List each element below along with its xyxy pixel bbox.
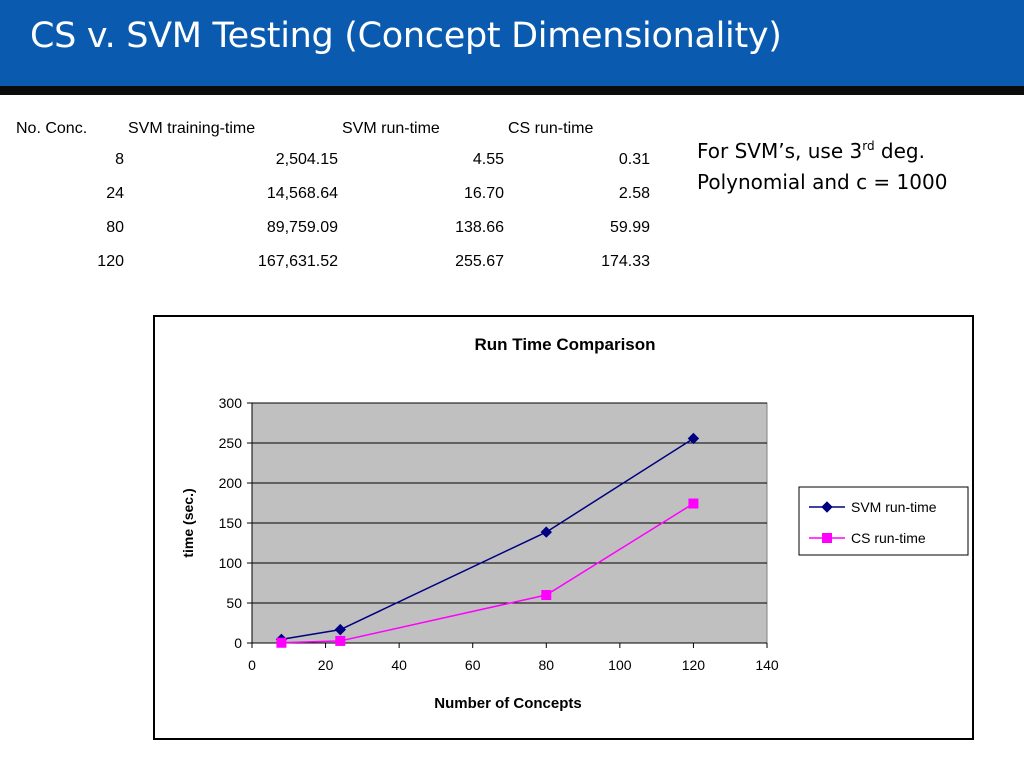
x-tick-label: 80 — [538, 657, 554, 673]
cell-no-conc: 80 — [106, 219, 124, 236]
cell-cs-run-time: 0.31 — [618, 151, 650, 168]
cell-svm-run-time: 4.55 — [472, 151, 504, 168]
y-tick-label: 50 — [226, 595, 242, 611]
cell-cs-run-time: 174.33 — [601, 253, 650, 270]
title-divider — [0, 86, 1024, 95]
note-superscript: rd — [862, 139, 875, 153]
cell-no-conc: 24 — [106, 185, 124, 202]
note-line-1-text: For SVM’s, use 3 — [697, 139, 863, 163]
x-tick-label: 40 — [391, 657, 407, 673]
legend-label-svm-run-time: SVM run-time — [851, 499, 937, 515]
cell-no-conc: 8 — [115, 151, 124, 168]
table-row: 8 2,504.15 4.55 0.31 — [12, 143, 650, 177]
x-tick-label: 120 — [682, 657, 706, 673]
legend-label-cs-run-time: CS run-time — [851, 530, 926, 546]
table-header-row: No. Conc. SVM training-time SVM run-time… — [12, 115, 650, 143]
data-point-cs-run-time — [335, 635, 346, 646]
x-tick-label: 0 — [248, 657, 256, 673]
data-point-cs-run-time — [688, 498, 699, 509]
y-axis-label: time (sec.) — [180, 488, 196, 557]
slide-title: CS v. SVM Testing (Concept Dimensionalit… — [30, 16, 782, 56]
data-point-svm-run-time — [540, 526, 552, 538]
legend-marker-cs-run-time — [822, 533, 832, 543]
cell-svm-training-time: 167,631.52 — [257, 253, 338, 270]
header-svm-run-time: SVM run-time — [342, 120, 440, 137]
data-point-svm-run-time — [687, 432, 700, 445]
table-row: 24 14,568.64 16.70 2.58 — [12, 177, 650, 211]
table-row: 120 167,631.52 255.67 174.33 — [12, 245, 650, 279]
note-line-2: Polynomial and c = 1000 — [697, 170, 948, 194]
x-tick-label: 140 — [755, 657, 779, 673]
y-tick-label: 300 — [219, 395, 243, 411]
y-tick-label: 200 — [219, 475, 243, 491]
legend-marker-svm-run-time — [821, 501, 833, 513]
note-line-1: For SVM’s, use 3rd deg. — [697, 136, 1017, 167]
cell-svm-training-time: 14,568.64 — [266, 185, 338, 202]
series-line-cs-run-time — [281, 502, 694, 644]
header-no-conc: No. Conc. — [16, 120, 88, 137]
header-svm-training-time: SVM training-time — [128, 120, 256, 137]
data-point-cs-run-time — [541, 590, 552, 601]
x-tick-label: 20 — [318, 657, 334, 673]
data-point-cs-run-time — [276, 637, 287, 648]
run-time-chart: Run Time Comparison 0 50 100 150 200 250 300 0 20… — [180, 335, 969, 712]
cell-cs-run-time: 2.58 — [618, 185, 650, 202]
chart-frame: Run Time Comparison 0 50 100 150 200 250 300 0 20… — [153, 315, 974, 740]
cell-svm-run-time: 138.66 — [455, 219, 504, 236]
x-tick-label: 60 — [465, 657, 481, 673]
cell-svm-training-time: 89,759.09 — [266, 219, 338, 236]
svm-settings-note: For SVM’s, use 3rd deg. Polynomial and c… — [697, 136, 1017, 198]
series-line-svm-run-time — [281, 437, 694, 641]
title-bar: CS v. SVM Testing (Concept Dimensionalit… — [0, 0, 1024, 86]
cell-svm-run-time: 255.67 — [455, 253, 504, 270]
note-line-1-end: deg. — [874, 139, 925, 163]
table-row: 80 89,759.09 138.66 59.99 — [12, 211, 650, 245]
cell-no-conc: 120 — [97, 253, 124, 270]
y-tick-label: 150 — [219, 515, 243, 531]
y-tick-label: 250 — [219, 435, 243, 451]
data-point-svm-run-time — [334, 623, 346, 636]
y-tick-label: 100 — [219, 555, 243, 571]
cell-svm-run-time: 16.70 — [463, 185, 504, 202]
header-cs-run-time: CS run-time — [508, 120, 594, 137]
y-tick-label: 0 — [234, 635, 242, 651]
cell-cs-run-time: 59.99 — [609, 219, 650, 236]
legend-box — [798, 486, 969, 556]
x-tick-label: 100 — [608, 657, 632, 673]
x-axis-label: Number of Concepts — [434, 695, 582, 712]
cell-svm-training-time: 2,504.15 — [275, 151, 338, 168]
chart-title: Run Time Comparison — [474, 335, 655, 354]
results-table: No. Conc. SVM training-time SVM run-time… — [12, 115, 650, 279]
